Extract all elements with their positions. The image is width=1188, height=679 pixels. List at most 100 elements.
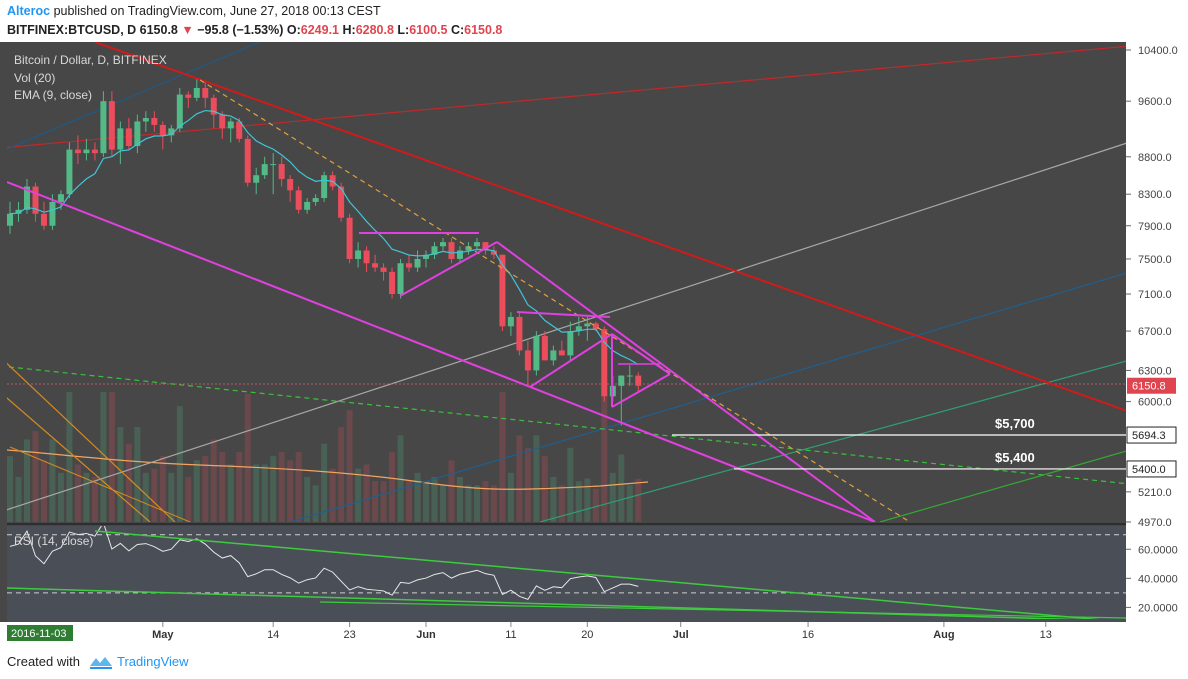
time-tick-label: May (152, 629, 174, 641)
candle-body (626, 375, 633, 377)
volume-bar (363, 464, 370, 522)
volume-bar (626, 485, 633, 522)
candle-body (524, 350, 531, 371)
rsi-line (9, 526, 639, 600)
ema-line (9, 109, 639, 366)
price-axis-background (1126, 42, 1188, 645)
price-chart[interactable]: $5,700 $5,400 10400.0 9600.0 8800.0 8300.0 79… (0, 42, 1188, 645)
blue-upper-trendline (7, 42, 261, 150)
candle-body (465, 246, 472, 251)
teal-trendline (539, 360, 1126, 522)
volume-bar (448, 460, 455, 522)
candle-body (406, 263, 413, 268)
volume-bar (550, 477, 557, 522)
volume-bar (134, 427, 141, 522)
price-tick-label: 8800.0 (1138, 152, 1172, 164)
volume-bar (431, 477, 438, 522)
candle-body (295, 190, 302, 210)
magenta-flag2-top (516, 311, 611, 318)
volume-bar (321, 443, 328, 522)
time-cursor-label: 2016-11-03 (11, 628, 66, 640)
candle-body (490, 250, 497, 255)
volume-bar (397, 435, 404, 522)
candle-body (7, 213, 13, 226)
candle-body (253, 175, 260, 183)
candle-body (159, 124, 166, 136)
candle-body (482, 242, 489, 251)
open-value: 6249.1 (300, 23, 340, 37)
candle-body (40, 213, 47, 226)
volume-bar (499, 392, 506, 522)
candle-body (338, 186, 345, 218)
volume-bar (261, 464, 268, 522)
candle-body (439, 242, 446, 247)
level-price-badge (1126, 426, 1177, 444)
volume-bar (346, 410, 353, 522)
volume-ma-line (7, 449, 649, 490)
volume-bar (32, 431, 39, 522)
publish-info: published on TradingView.com, June 27, 2… (53, 4, 381, 18)
candle-body (380, 267, 387, 272)
volume-bar (159, 456, 166, 522)
chart-header: Alteroc published on TradingView.com, Ju… (0, 0, 1188, 42)
support-level-annotation: $5,700 (995, 416, 1035, 431)
candle-body (74, 149, 81, 154)
volume-bar (23, 439, 30, 522)
low-label: L: (397, 23, 410, 37)
author-name[interactable]: Alteroc (7, 4, 51, 18)
red-falling-trendline (94, 42, 1126, 412)
high-label: H: (342, 23, 356, 37)
down-arrow-icon: ▼ (181, 23, 194, 37)
candle-body (499, 254, 506, 327)
candle-body (210, 97, 217, 115)
time-tick-label: 11 (505, 629, 516, 641)
price-tick-label: 7900.0 (1138, 221, 1172, 233)
volume-bar (524, 447, 531, 522)
volume-layer (7, 392, 642, 522)
volume-bar (490, 485, 497, 522)
time-tick-label: 20 (581, 629, 593, 641)
orange-fan-line-3 (9, 446, 191, 522)
candle-body (397, 263, 404, 295)
candle-body (151, 118, 158, 125)
volume-bar (185, 477, 192, 522)
candle-body (431, 246, 438, 255)
green-trendline (879, 450, 1126, 522)
volume-bar (609, 472, 616, 522)
red-rising-trendline (7, 45, 1126, 148)
candle-body (236, 121, 243, 139)
price-tick-label: 4970.0 (1138, 517, 1172, 529)
volume-bar (380, 481, 387, 522)
volume-bar (312, 485, 319, 522)
volume-bar (414, 472, 421, 522)
price-tick-label: 6300.0 (1138, 365, 1172, 377)
volume-bar (618, 454, 625, 522)
tradingview-brand-link[interactable]: TradingView (117, 654, 189, 669)
volume-bar (541, 456, 548, 522)
candle-body (278, 164, 285, 179)
rsi-lower-trendline (319, 601, 1126, 619)
volume-bar (74, 464, 81, 522)
candle-body (601, 329, 608, 397)
rsi-support-trendline (7, 587, 1084, 619)
volume-bar (406, 481, 413, 522)
price-tick-label: 5210.0 (1138, 487, 1172, 499)
tradingview-logo-icon[interactable] (88, 653, 114, 671)
ohlc-line: BITFINEX:BTCUSD, D 6150.8 ▼ −95.8 (−1.53… (7, 23, 502, 37)
orange-dashed-trendline (199, 79, 911, 522)
candle-body (618, 375, 625, 386)
price-tick-label: 6700.0 (1138, 326, 1172, 338)
volume-bar (142, 472, 149, 522)
volume-bar (91, 477, 98, 522)
rsi-tick-label: 60.0000 (1138, 544, 1178, 556)
volume-bar (507, 472, 514, 522)
candle-body (32, 186, 39, 214)
volume-bar (338, 427, 345, 522)
price-tick-label: 10400.0 (1138, 45, 1178, 57)
time-tick-label: 14 (267, 629, 279, 641)
time-axis-background (0, 622, 1126, 645)
candle-body (117, 128, 124, 150)
candle-body (91, 149, 98, 154)
candle-body (533, 335, 540, 371)
support-level-annotation: $5,400 (995, 450, 1035, 465)
